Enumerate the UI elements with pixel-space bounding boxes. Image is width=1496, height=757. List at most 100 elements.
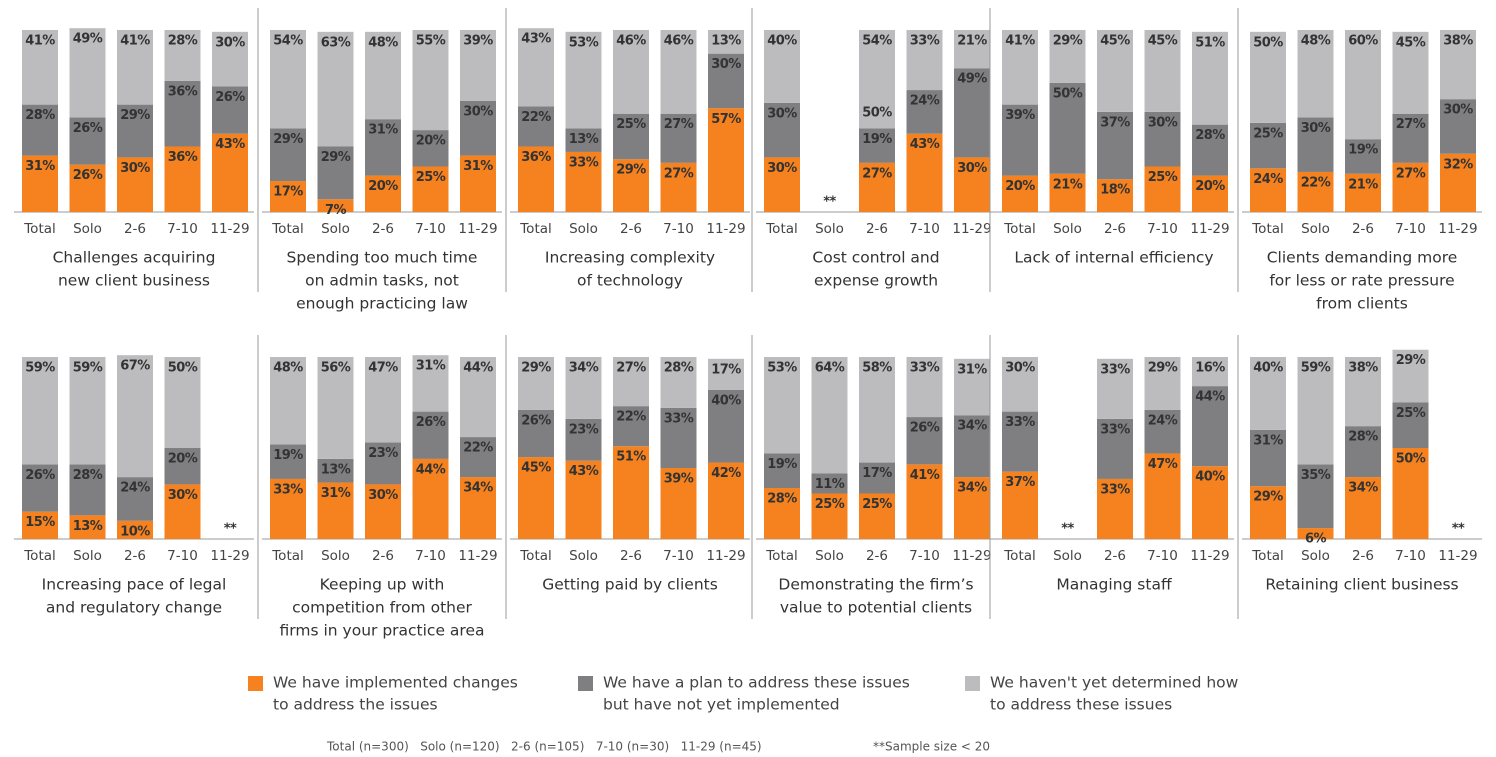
bar-segment [613, 357, 649, 407]
value-label: 26% [73, 121, 103, 136]
bar-segment [412, 355, 449, 412]
value-label: 28% [664, 361, 694, 376]
bar-segment [1144, 111, 1181, 167]
value-label: 43% [521, 32, 551, 47]
value-label: 31% [957, 362, 987, 377]
bar-segment [660, 30, 697, 114]
bar-segment [1440, 30, 1476, 100]
x-tick-label: 11-29 [458, 548, 497, 564]
value-label: 31% [25, 159, 55, 174]
value-label: 28% [1348, 430, 1378, 445]
x-tick-label: Solo [815, 548, 844, 564]
x-tick-label: 7-10 [415, 548, 446, 564]
bar-segment [518, 146, 554, 212]
value-label: 20% [1005, 179, 1035, 194]
value-label: 42% [711, 466, 741, 481]
bar-segment [1250, 486, 1286, 539]
bar-segment [764, 488, 800, 539]
bar-segment [270, 181, 306, 212]
bar-segment [117, 30, 153, 105]
x-tick-label: 2-6 [124, 548, 146, 564]
x-tick-label: 11-29 [952, 221, 991, 237]
value-label: 27% [664, 117, 694, 132]
value-label: 48% [1301, 34, 1331, 49]
bar-segment [906, 357, 943, 418]
value-label: 37% [1005, 475, 1035, 490]
legend-swatch [248, 676, 263, 691]
bar-segment [708, 108, 744, 212]
value-label: 30% [168, 488, 198, 503]
panel-title: Demonstrating the firm’s [778, 576, 973, 594]
bar-segment [660, 113, 697, 163]
value-label: 30% [1301, 121, 1331, 136]
value-label: 17% [711, 362, 741, 377]
x-tick-label: 7-10 [663, 548, 694, 564]
bar-segment [859, 493, 895, 539]
bar-segment [859, 462, 895, 494]
value-label: 26% [215, 90, 245, 105]
bar-segment [764, 453, 800, 489]
bar-segment [460, 155, 496, 212]
x-tick-label: Total [519, 221, 552, 237]
bar-segment [1049, 173, 1086, 212]
legend-swatch [578, 676, 593, 691]
value-label: 39% [664, 472, 694, 487]
x-tick-label: 11-29 [706, 548, 745, 564]
value-label: 22% [521, 110, 551, 125]
bar-segment [811, 357, 848, 474]
bar-segment [1002, 411, 1038, 472]
value-label: 30% [711, 57, 741, 72]
x-tick-label: 11-29 [1438, 221, 1477, 237]
bar-segment [906, 133, 943, 212]
value-label: 25% [1253, 126, 1283, 141]
bar-segment [1345, 357, 1381, 427]
bar-segment [613, 30, 649, 114]
value-label: 29% [120, 108, 150, 123]
legend-label: We have implemented changes [273, 674, 518, 692]
value-label: 40% [767, 34, 797, 49]
bar-segment [22, 357, 58, 465]
x-tick-label: 2-6 [1352, 548, 1374, 564]
bar-segment [1192, 357, 1228, 387]
bar-segment [69, 164, 106, 212]
x-tick-label: Solo [1053, 221, 1082, 237]
bar-segment [22, 104, 58, 156]
value-label: 30% [1005, 361, 1035, 376]
value-label: 25% [815, 497, 845, 512]
x-tick-label: Total [23, 548, 56, 564]
bar-segment [1097, 111, 1133, 180]
missing-label: ** [224, 522, 237, 537]
x-tick-label: 11-29 [706, 221, 745, 237]
value-label: 25% [1396, 406, 1426, 421]
bar-segment [270, 357, 306, 445]
bar-segment [565, 151, 602, 212]
bar-segment [22, 155, 58, 212]
x-tick-label: 2-6 [372, 548, 394, 564]
bar-segment [1345, 173, 1381, 212]
bar-segment [660, 407, 697, 469]
bar-segment [1345, 30, 1381, 140]
legend-label: We have a plan to address these issues [603, 674, 910, 692]
value-label: 50% [1253, 35, 1283, 50]
panel-title: Managing staff [1056, 576, 1172, 594]
value-label: 55% [416, 34, 446, 49]
value-label: 23% [569, 422, 599, 437]
value-label: 28% [767, 492, 797, 507]
bar-segment [1345, 477, 1381, 539]
x-tick-label: Total [271, 221, 304, 237]
value-label: 29% [521, 361, 551, 376]
bar-segment [811, 493, 848, 539]
value-label: 20% [368, 179, 398, 194]
value-label: 33% [1100, 422, 1130, 437]
legend-label: to address the issues [273, 696, 438, 714]
bar-segment [117, 355, 153, 478]
panel-title: Challenges acquiring [53, 249, 216, 267]
value-label: 25% [416, 170, 446, 185]
value-label: 26% [25, 468, 55, 483]
value-label: 21% [1053, 177, 1083, 192]
bar-segment [954, 157, 990, 212]
value-label: 15% [25, 515, 55, 530]
bar-segment [365, 484, 401, 539]
value-label: 33% [664, 411, 694, 426]
value-label: 53% [569, 35, 599, 50]
